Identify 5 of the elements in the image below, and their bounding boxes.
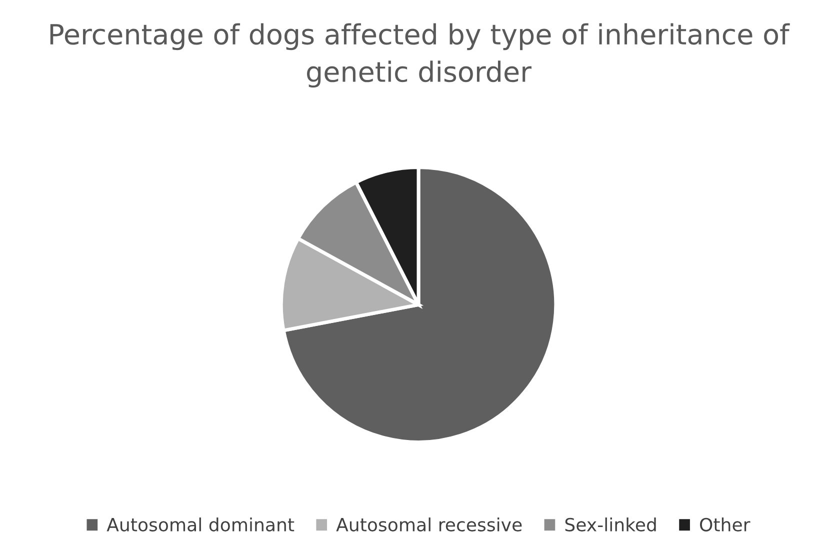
legend-label: Autosomal dominant: [106, 518, 294, 532]
legend-label: Other: [700, 518, 750, 532]
legend-label: Sex-linked: [565, 518, 656, 532]
legend-label: Autosomal recessive: [336, 518, 522, 532]
chart-title: Percentage of dogs affected by type of inheritance of genetic disorder: [50, 23, 790, 88]
